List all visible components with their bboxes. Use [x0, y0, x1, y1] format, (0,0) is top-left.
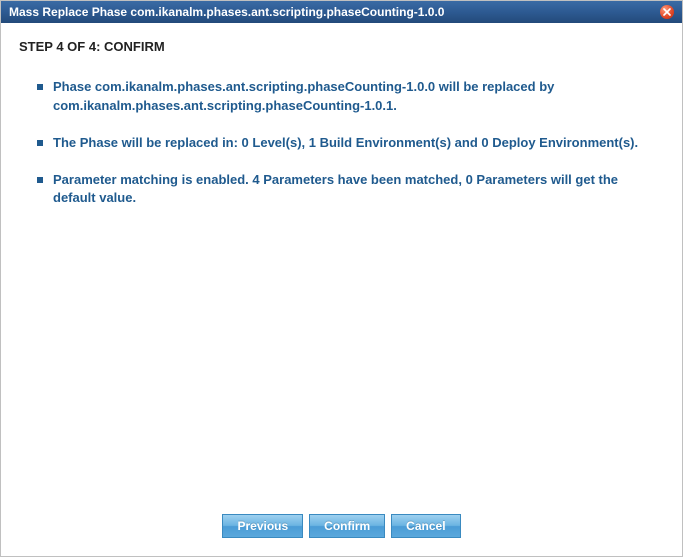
confirm-button[interactable]: Confirm [309, 514, 385, 538]
spacer [19, 226, 664, 514]
button-row: Previous Confirm Cancel [19, 514, 664, 546]
list-item: Phase com.ikanalm.phases.ant.scripting.p… [37, 78, 664, 116]
bullet-text: Parameter matching is enabled. 4 Paramet… [53, 171, 664, 209]
step-title: STEP 4 OF 4: CONFIRM [19, 39, 664, 54]
close-icon [663, 8, 671, 16]
dialog-window: Mass Replace Phase com.ikanalm.phases.an… [0, 0, 683, 557]
previous-button[interactable]: Previous [222, 514, 303, 538]
list-item: The Phase will be replaced in: 0 Level(s… [37, 134, 664, 153]
square-bullet-icon [37, 177, 43, 183]
bullet-text: The Phase will be replaced in: 0 Level(s… [53, 134, 638, 153]
dialog-titlebar: Mass Replace Phase com.ikanalm.phases.an… [1, 1, 682, 23]
cancel-button[interactable]: Cancel [391, 514, 460, 538]
dialog-title: Mass Replace Phase com.ikanalm.phases.an… [9, 5, 444, 19]
list-item: Parameter matching is enabled. 4 Paramet… [37, 171, 664, 209]
dialog-content: STEP 4 OF 4: CONFIRM Phase com.ikanalm.p… [1, 23, 682, 556]
square-bullet-icon [37, 84, 43, 90]
close-button[interactable] [660, 5, 674, 19]
bullet-text: Phase com.ikanalm.phases.ant.scripting.p… [53, 78, 664, 116]
square-bullet-icon [37, 140, 43, 146]
confirm-bullet-list: Phase com.ikanalm.phases.ant.scripting.p… [19, 78, 664, 226]
